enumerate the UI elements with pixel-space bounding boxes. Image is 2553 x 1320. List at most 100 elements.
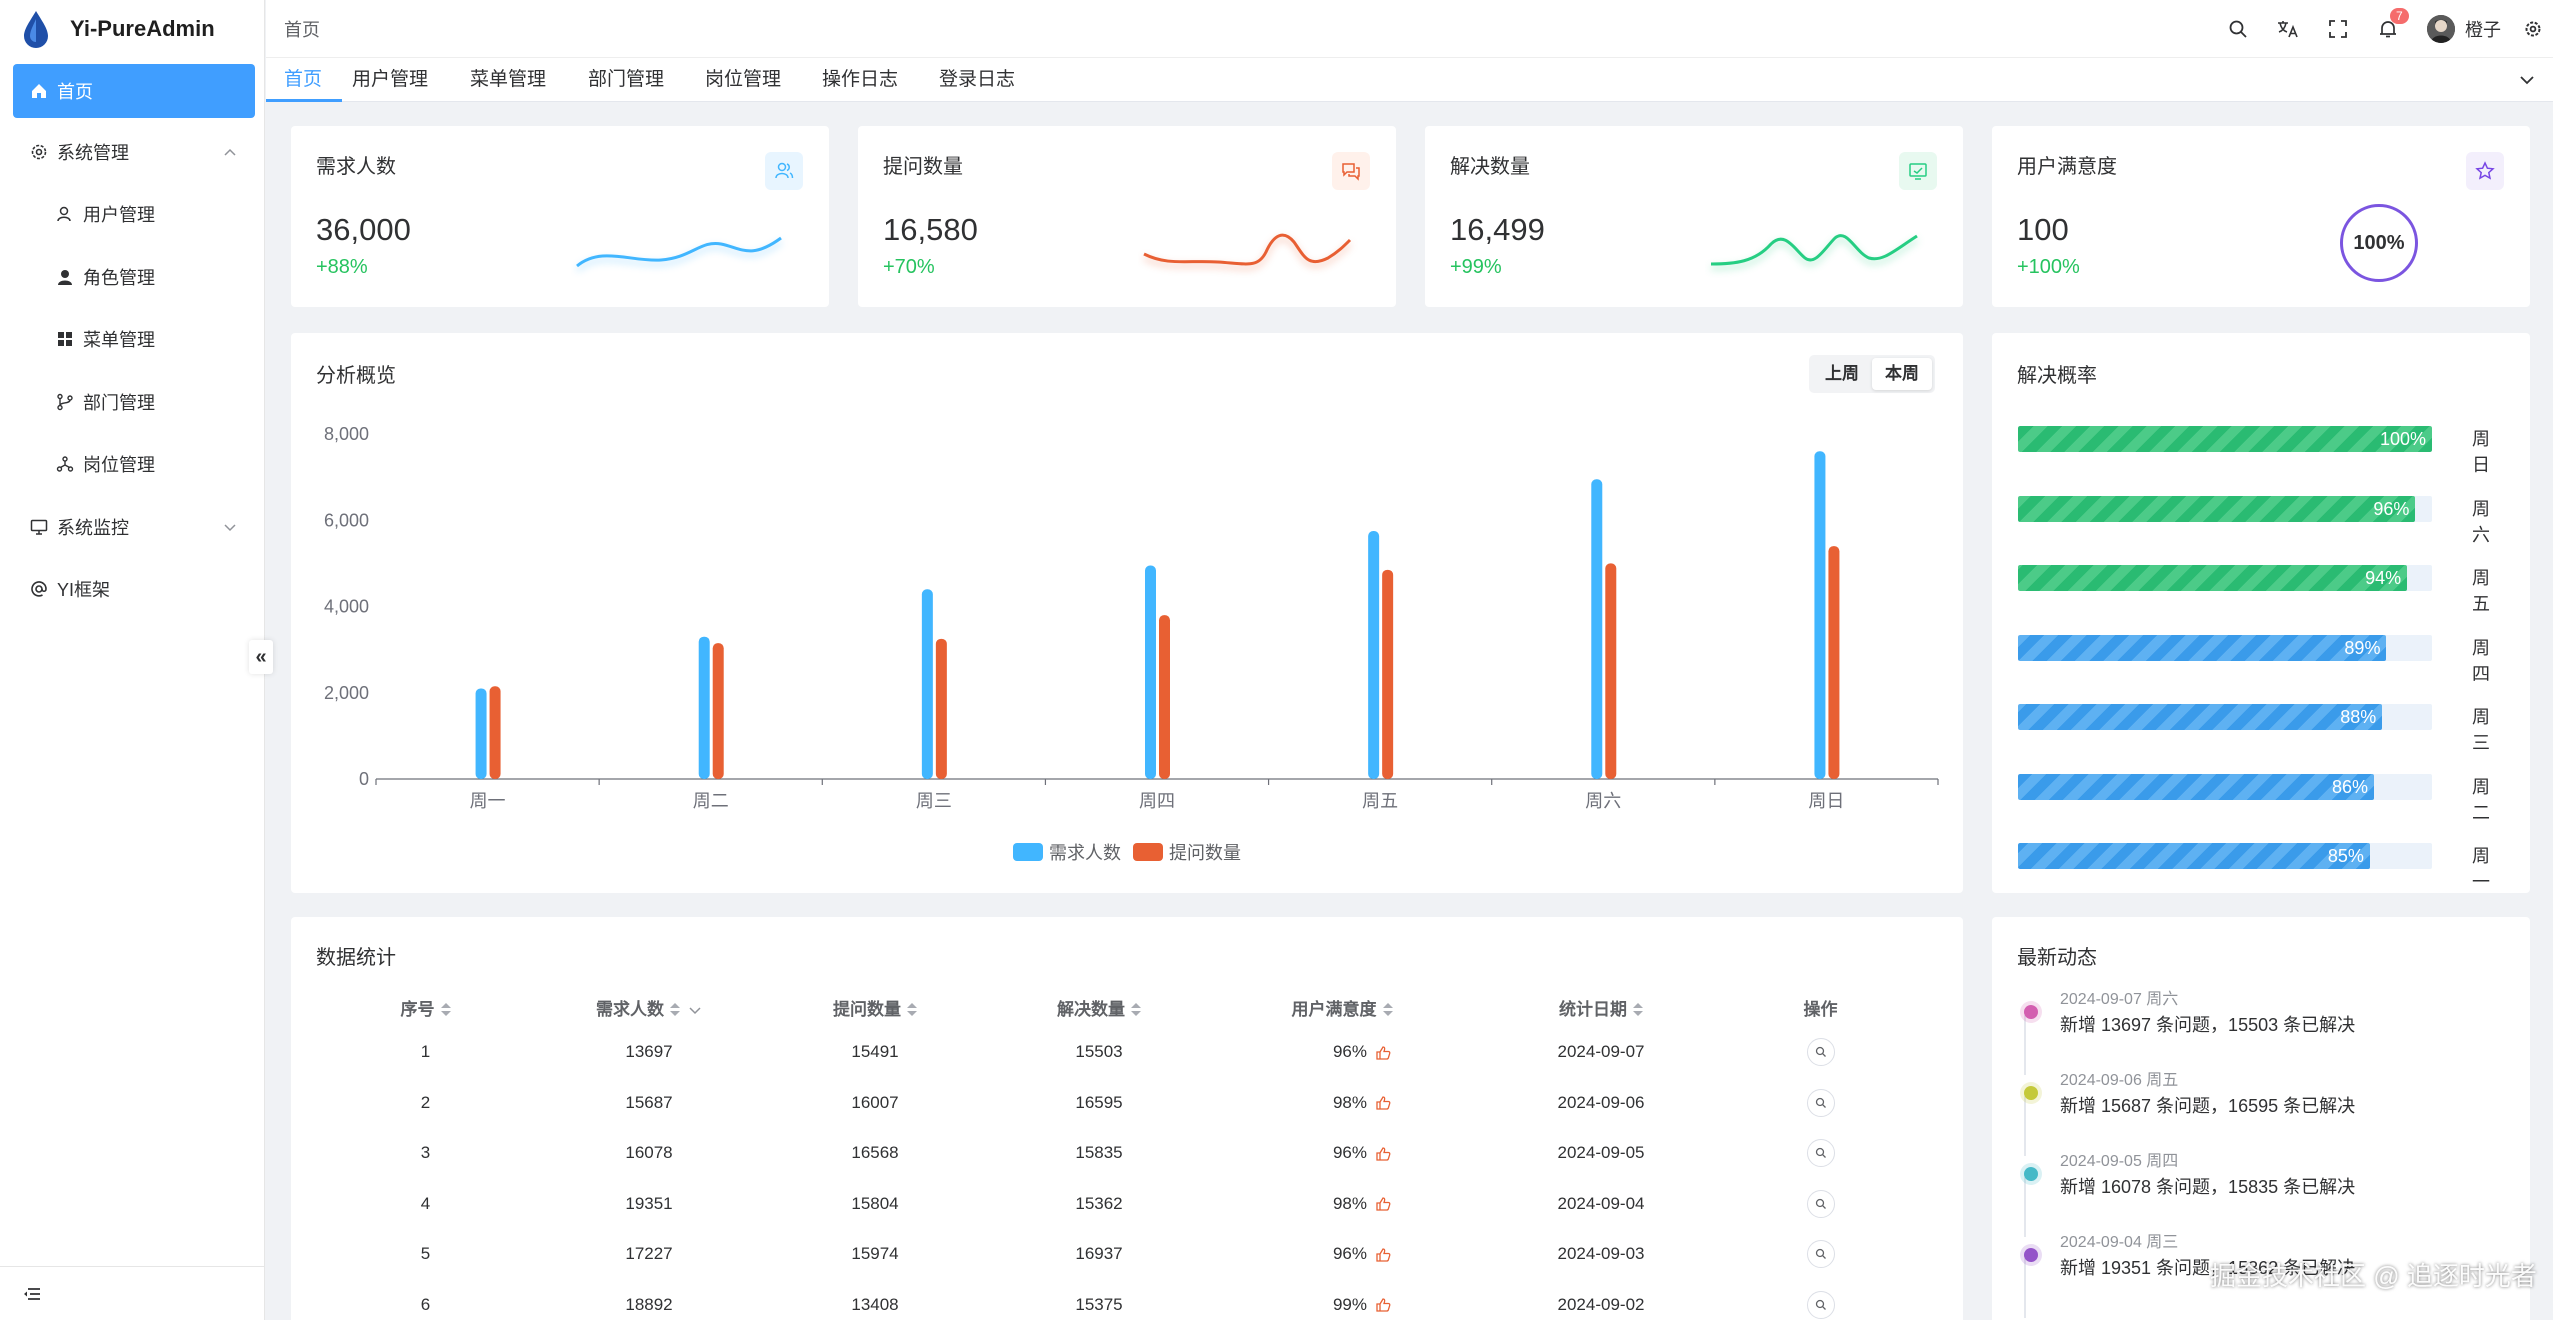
view-button[interactable]: [1806, 1139, 1835, 1168]
sidebar-item-system-monitor[interactable]: 系统监控: [13, 500, 255, 554]
menu-fold-icon: [24, 1287, 40, 1300]
column-header[interactable]: 统计日期: [1473, 987, 1729, 1027]
column-header[interactable]: 序号: [316, 987, 535, 1027]
tab-department-management[interactable]: 部门管理: [588, 69, 665, 90]
cell-actions: [1729, 1078, 1912, 1129]
progress-fill: 94%: [2018, 565, 2408, 591]
cell-demand: 13697: [625, 1042, 673, 1062]
solve-rate-row: 96% 周六: [2018, 495, 2498, 545]
fullscreen-button[interactable]: [2313, 0, 2363, 58]
progress-label: 85%: [2327, 846, 2364, 866]
y-tick-label: 2,000: [324, 683, 369, 703]
table-row[interactable]: 6 18892 13408 15375 99% 2024-09-02: [316, 1280, 1912, 1320]
overview-card: 分析概览 上周 本周 8,000 6,000 4,000 2,000 0 周一 周二 周三 周四…: [291, 333, 1963, 893]
sort-icon[interactable]: [440, 1003, 451, 1017]
sidebar-item-departments[interactable]: 部门管理: [13, 375, 255, 429]
table-row[interactable]: 2 15687 16007 16595 98% 2024-09-06: [316, 1078, 1912, 1129]
bar-demand: [1591, 479, 1603, 779]
chevron-down-icon[interactable]: [2517, 70, 2537, 90]
sidebar-item-positions[interactable]: 岗位管理: [13, 437, 255, 491]
logo[interactable]: Yi-PureAdmin: [0, 0, 264, 58]
column-header[interactable]: 用户满意度: [1211, 987, 1473, 1027]
chat-icon: [1332, 152, 1370, 190]
column-header[interactable]: 提问数量: [763, 987, 987, 1027]
settings-button[interactable]: [2513, 0, 2553, 58]
legend-item-demand[interactable]: 需求人数: [1013, 839, 1121, 865]
table-row[interactable]: 3 16078 16568 15835 96% 2024-09-05: [316, 1128, 1912, 1179]
timeline-dot: [2024, 1167, 2038, 1181]
notification-button[interactable]: 7: [2363, 0, 2413, 58]
filter-chevron-icon[interactable]: [688, 1005, 702, 1015]
thumbs-up-icon: [1376, 1147, 1391, 1161]
user-icon: [55, 204, 75, 224]
x-tick-label: 周六: [1585, 791, 1621, 811]
timeline-text: 新增 15687 条问题，16595 条已解决: [2060, 1096, 2356, 1116]
sort-icon[interactable]: [1633, 1003, 1643, 1017]
gear-icon: [29, 142, 49, 162]
chevron-up-icon: [224, 148, 236, 156]
cell-index: 2: [420, 1092, 431, 1112]
table-row[interactable]: 5 17227 15974 16937 96% 2024-09-03: [316, 1229, 1912, 1280]
column-header[interactable]: 需求人数: [535, 987, 763, 1027]
view-button[interactable]: [1806, 1290, 1835, 1319]
progress-fill: 89%: [2018, 634, 2387, 661]
search-button[interactable]: [2213, 0, 2263, 58]
breadcrumb[interactable]: 首页: [284, 19, 320, 40]
sidebar-item-menus[interactable]: 菜单管理: [13, 312, 255, 366]
tab-login-log[interactable]: 登录日志: [939, 69, 1016, 90]
sort-icon[interactable]: [1382, 1003, 1393, 1017]
tab-home[interactable]: 首页: [284, 69, 323, 90]
tab-position-management[interactable]: 岗位管理: [705, 69, 782, 90]
cell-actions: [1729, 1179, 1912, 1230]
position-icon: [55, 454, 75, 474]
this-week-button[interactable]: 本周: [1872, 358, 1932, 390]
cell-questions: 15491: [851, 1042, 899, 1062]
view-button[interactable]: [1806, 1088, 1835, 1117]
sidebar-item-label: 系统管理: [57, 143, 129, 163]
at-icon: [29, 579, 49, 599]
week-switch: 上周 本周: [1809, 355, 1935, 393]
cell-questions: 16568: [851, 1143, 899, 1163]
progress-label: 96%: [2373, 498, 2410, 519]
sidebar-item-roles[interactable]: 角色管理: [13, 250, 255, 304]
sort-icon[interactable]: [670, 1003, 680, 1017]
view-button[interactable]: [1806, 1038, 1835, 1067]
y-tick-label: 6,000: [324, 510, 369, 530]
translate-button[interactable]: [2263, 0, 2313, 58]
tab-operation-log[interactable]: 操作日志: [822, 69, 899, 90]
user-dropdown[interactable]: 橙子: [2427, 15, 2501, 43]
stat-card-demand: 需求人数 36,000 +88%: [291, 126, 829, 307]
gear-icon: [2525, 21, 2541, 37]
tab-user-management[interactable]: 用户管理: [352, 69, 429, 90]
legend-item-questions[interactable]: 提问数量: [1133, 839, 1241, 865]
cell-actions: [1729, 1280, 1912, 1320]
sidebar-item-home[interactable]: 首页: [13, 64, 255, 118]
table-row[interactable]: 4 19351 15804 15362 98% 2024-09-04: [316, 1179, 1912, 1230]
sort-icon[interactable]: [1131, 1003, 1141, 1017]
progress-fill: 96%: [2018, 495, 2416, 522]
cell-date: 2024-09-05: [1557, 1143, 1645, 1163]
column-header[interactable]: 解决数量: [987, 987, 1211, 1027]
bar-questions: [1605, 563, 1617, 779]
sidebar-toggle-button[interactable]: [0, 1266, 265, 1320]
sort-icon[interactable]: [907, 1003, 917, 1017]
sidebar-collapse-button[interactable]: «: [249, 640, 273, 674]
cell-date: 2024-09-07: [1557, 1042, 1645, 1062]
fullscreen-icon: [2329, 20, 2347, 38]
solve-rate-card: 解决概率 100% 周日 96% 周六 94% 周五 89% 周四 88% 周三 86% 周二 85% 周…: [1992, 333, 2530, 893]
view-button[interactable]: [1806, 1240, 1835, 1269]
sidebar-item-system-management[interactable]: 系统管理: [13, 125, 255, 179]
satisfaction-value: 98%: [1332, 1092, 1367, 1112]
table-row[interactable]: 1 13697 15491 15503 96% 2024-09-07: [316, 1027, 1912, 1078]
stat-card-satisfaction: 用户满意度 100 +100% 100%: [1992, 126, 2530, 307]
sidebar-item-users[interactable]: 用户管理: [13, 187, 255, 241]
sidebar-item-yi-framework[interactable]: YI框架: [13, 562, 255, 616]
last-week-button[interactable]: 上周: [1825, 364, 1859, 383]
tab-menu-management[interactable]: 菜单管理: [470, 69, 547, 90]
x-tick-label: 周一: [470, 791, 506, 811]
day-label: 周二: [2472, 776, 2490, 823]
timeline-dot: [2024, 1248, 2038, 1262]
search-icon: [1815, 1047, 1826, 1058]
progress-fill: 86%: [2018, 773, 2375, 800]
view-button[interactable]: [1806, 1189, 1835, 1218]
